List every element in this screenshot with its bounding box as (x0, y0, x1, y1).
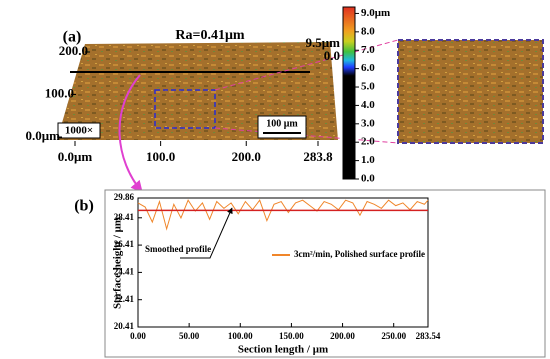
z-tick-label: 9.5μm (306, 35, 341, 50)
panel-label: (b) (74, 198, 94, 215)
colorbar-tick-label: 3.0 (361, 117, 375, 129)
y-tick-label: 200.0 (59, 43, 88, 58)
plot-area (137, 197, 429, 328)
annotation: Smoothed profile (145, 244, 211, 254)
y-axis-label: Surface height / μm (112, 217, 124, 309)
y-tick-label: 29.86 (114, 192, 135, 202)
x-tick-label: 150.00 (279, 331, 304, 341)
x-tick-label: 0.00 (130, 331, 146, 341)
annotation-arrow (180, 207, 233, 259)
colorbar-tick-label: 8.0 (361, 25, 375, 37)
colorbar-tick-label: 4.0 (361, 99, 375, 111)
selection-box (154, 89, 216, 129)
y-tick-label: 20.41 (114, 321, 135, 331)
y-tick-label: 26.41 (114, 239, 135, 249)
colorbar-tick-label: 5.0 (361, 81, 375, 93)
y-tick-label: 24.41 (114, 266, 135, 276)
scale-bar-label: 100 μm (266, 118, 298, 129)
chart-title: Ra=0.41μm (175, 28, 245, 43)
colorbar-tick-label: 0.0 (361, 173, 375, 185)
colorbar-tick-label: 1.0 (361, 154, 375, 166)
x-tick-label: 50.00 (179, 331, 200, 341)
x-tick-label: 200.0 (232, 149, 261, 164)
x-tick-label: 283.54 (416, 331, 441, 341)
panel-label: (a) (63, 29, 82, 46)
colorbar-tick-label: 6.0 (361, 62, 375, 74)
y-tick-label: 22.41 (114, 294, 135, 304)
x-tick-label: 283.8 (303, 149, 333, 164)
x-tick-label: 250.00 (381, 331, 406, 341)
magnification: 1000× (65, 125, 93, 137)
profile-line (137, 199, 429, 231)
y-tick-label: 0.0μm (26, 128, 61, 143)
zoom-inset (397, 39, 544, 144)
section-arrow (118, 74, 143, 193)
colorbar-tick-label: 7.0 (361, 44, 375, 56)
y-tick-label: 100.0 (45, 85, 74, 100)
legend-label: 3cm²/min, Polished surface profile (294, 249, 425, 259)
z-tick-label: 0.0 (324, 48, 340, 63)
y-tick-label: 28.41 (114, 212, 135, 222)
x-tick-label: 0.0μm (58, 149, 93, 164)
panel-b-frame (104, 189, 546, 358)
x-tick-label: 200.00 (330, 331, 355, 341)
x-tick-label: 100.0 (146, 149, 175, 164)
x-tick-label: 100.00 (228, 331, 253, 341)
colorbar-tick-label: 9.0μm (361, 7, 390, 19)
colorbar-tick-label: 2.0 (361, 136, 375, 148)
magnification-box (57, 122, 101, 139)
colorbar (342, 6, 356, 180)
x-axis-label: Section length / μm (238, 344, 328, 356)
